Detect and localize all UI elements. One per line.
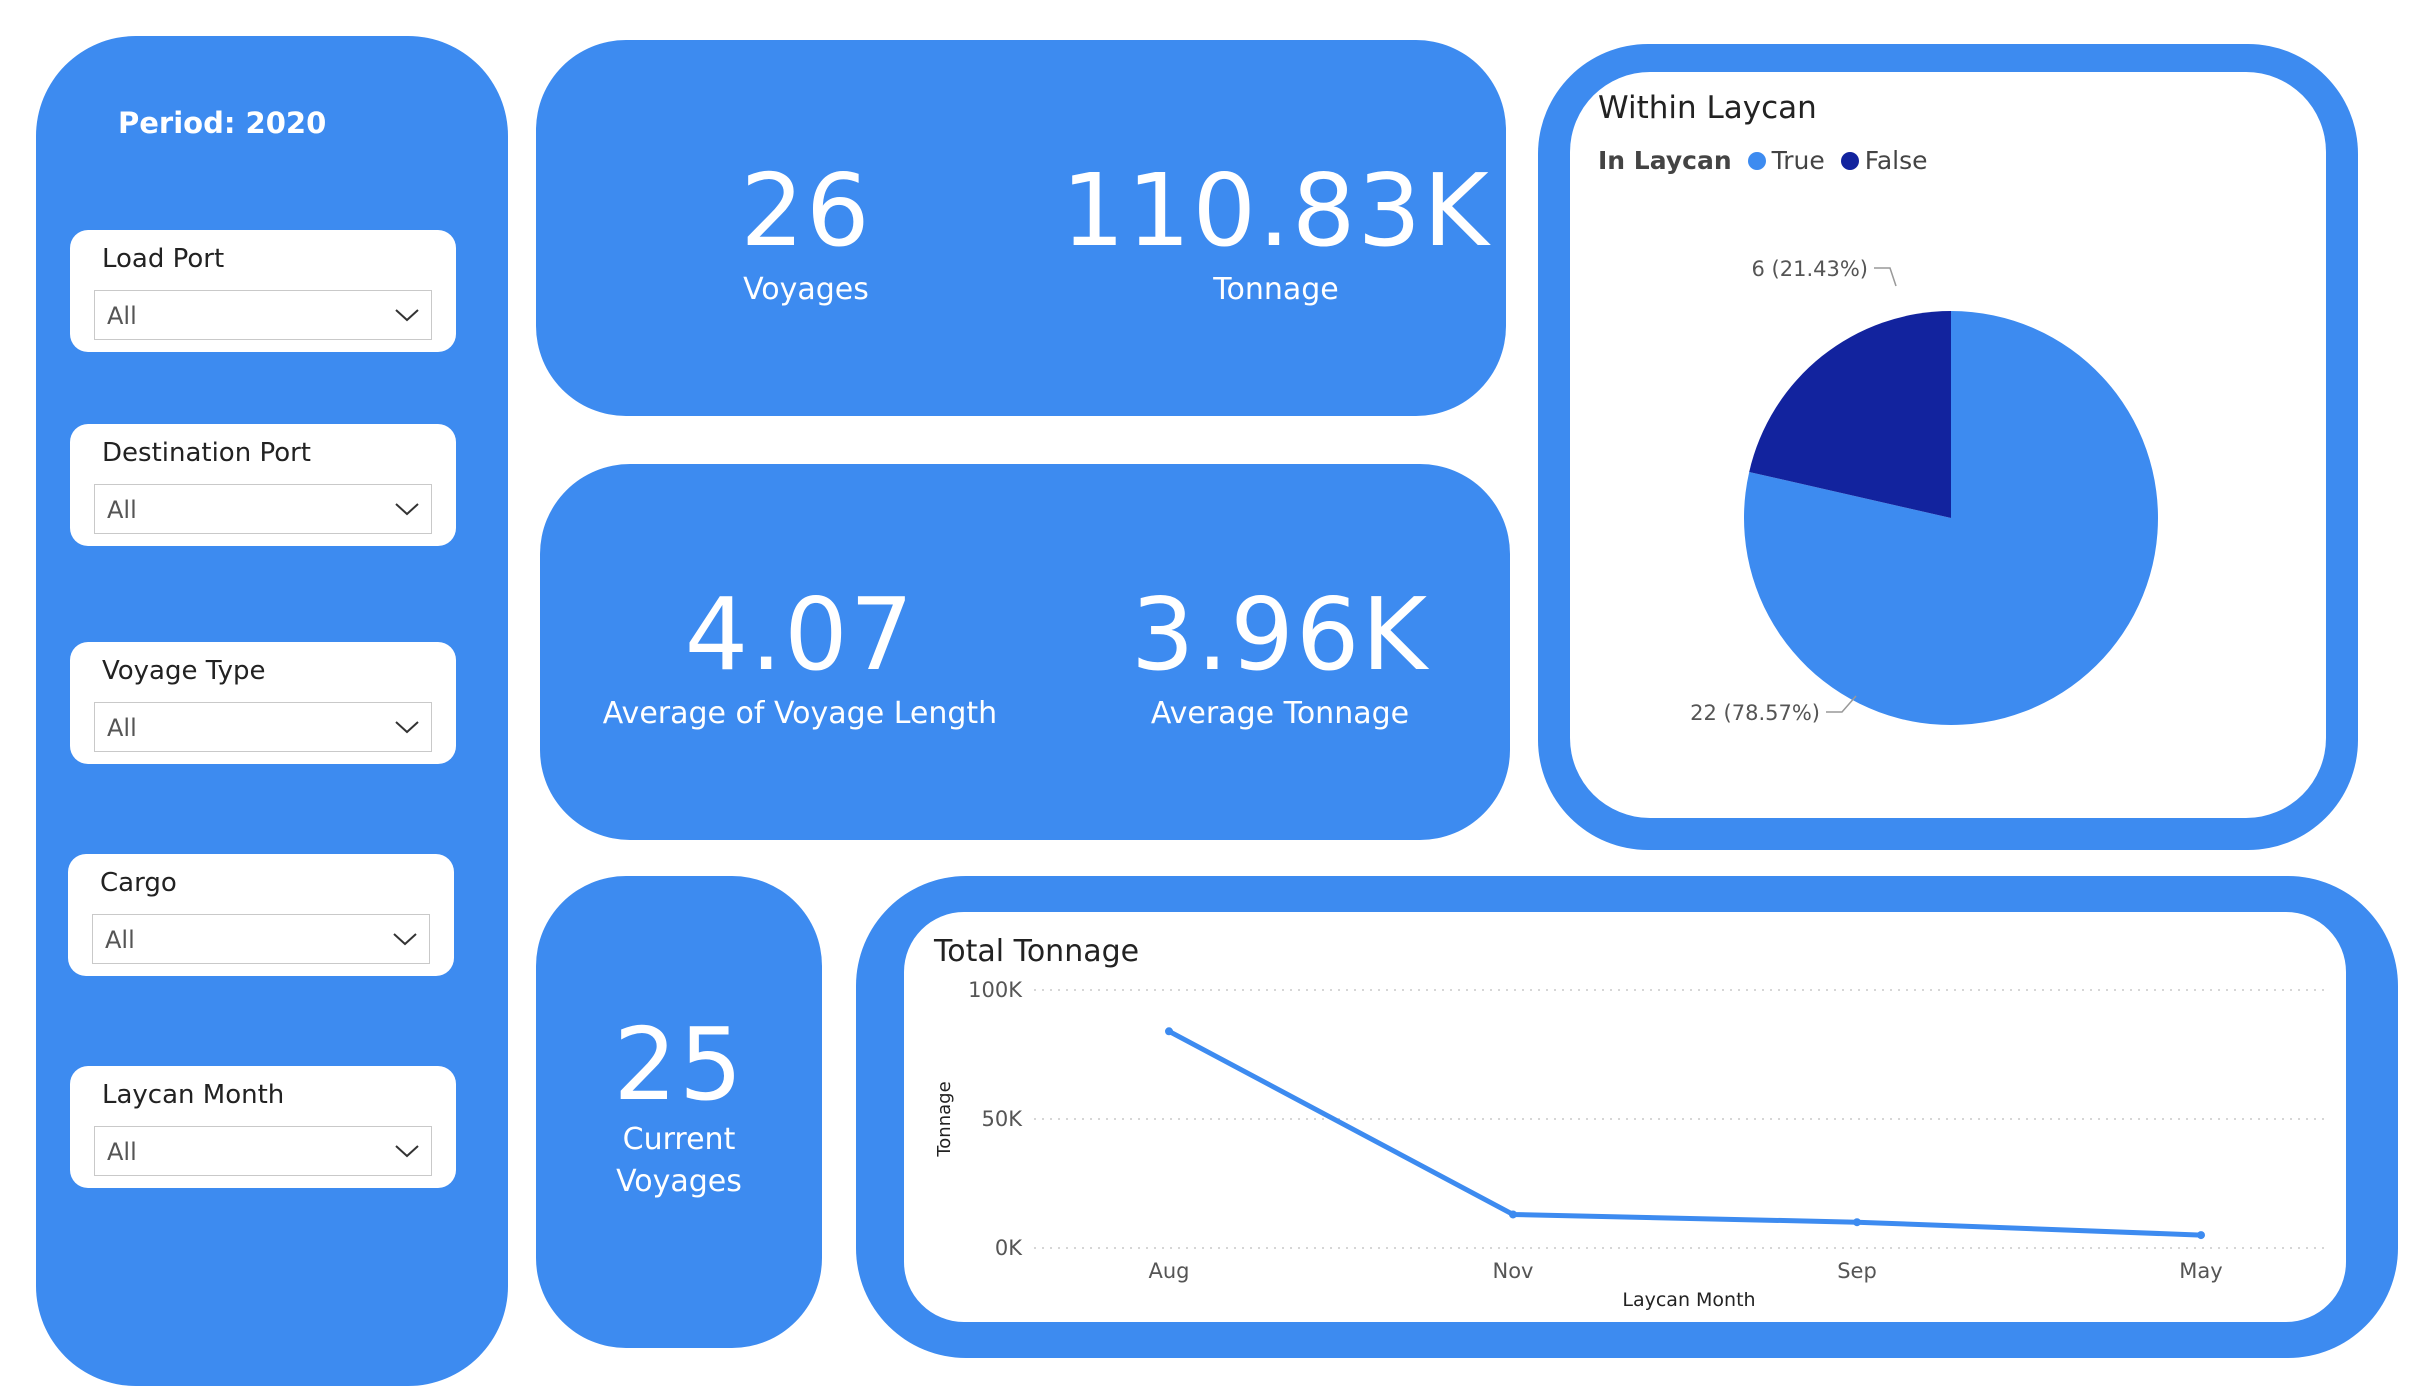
laycan-month-dropdown[interactable]: All [94,1126,432,1176]
slicer-title: Load Port [102,244,225,274]
x-tick-label: Aug [1148,1259,1189,1283]
y-tick-label: 0K [995,1236,1023,1260]
kpi-card-voyages-tonnage: 26 Voyages 110.83K Tonnage [536,40,1506,416]
avg-voyage-length-label: Average of Voyage Length [602,696,998,731]
slicer-voyage-type: Voyage Type All [70,642,456,764]
current-voyages-label-line1: Current [622,1122,736,1157]
pie-data-label-false: 6 (21.43%) [1752,257,1869,281]
legend-swatch-false [1840,151,1859,170]
filter-sidebar: Period: 2020 Load Port All Destination P… [36,36,508,1386]
chevron-down-icon [395,503,419,516]
tonnage-value: 110.83K [1061,152,1491,269]
current-voyages-value: 25 [613,1006,745,1123]
data-point[interactable] [2197,1231,2205,1240]
slicer-load-port: Load Port All [70,230,456,352]
voyages-value: 26 [740,152,872,269]
pie-leader-line-true [1826,695,1857,713]
line-chart-visual[interactable]: Total Tonnage 0K 50K 100K Aug Nov Sep May Layca… [904,912,2346,1322]
dropdown-value: All [107,496,137,524]
within-laycan-card: Within Laycan In Laycan True False 6 (21… [1538,44,2358,850]
legend-title: In Laycan [1598,146,1732,175]
avg-tonnage-value: 3.96K [1130,576,1430,693]
legend-label-false: False [1864,146,1928,175]
dropdown-value: All [105,926,135,954]
data-point[interactable] [1853,1218,1861,1227]
slicer-title: Cargo [100,868,177,898]
x-tick-label: Nov [1493,1259,1534,1283]
slicer-title: Destination Port [102,438,312,468]
destination-port-dropdown[interactable]: All [94,484,432,534]
pie-chart-svg: 6 (21.43%) 22 (78.57%) [1690,257,2158,725]
load-port-dropdown[interactable]: All [94,290,432,340]
kpi-card-averages: 4.07 Average of Voyage Length 3.96K Aver… [540,464,1510,840]
pie-leader-line-false [1874,267,1897,287]
legend-item-false[interactable]: False [1840,146,1928,175]
y-axis-title: Tonnage [934,1081,955,1157]
tonnage-label: Tonnage [1213,272,1339,307]
dropdown-value: All [107,302,137,330]
cargo-dropdown[interactable]: All [92,914,430,964]
chevron-down-icon [395,721,419,734]
voyages-label: Voyages [743,272,869,307]
series-line-tonnage[interactable] [1167,1029,2202,1238]
period-label: Period: 2020 [118,106,327,140]
slicer-destination-port: Destination Port All [70,424,456,546]
x-tick-label: Sep [1837,1259,1877,1283]
x-tick-label: May [2179,1259,2222,1283]
current-voyages-label-line2: Voyages [616,1164,742,1199]
slicer-title: Voyage Type [102,656,266,686]
pie-legend: In Laycan True False [1598,146,1934,175]
avg-tonnage-label: Average Tonnage [1150,696,1410,731]
legend-item-true[interactable]: True [1747,146,1825,175]
avg-voyage-length-value: 4.07 [684,576,916,693]
line-chart-title: Total Tonnage [934,934,1140,969]
x-axis-title: Laycan Month [1622,1289,1755,1311]
pie-slice-false[interactable] [1749,311,1951,518]
slicer-laycan-month: Laycan Month All [70,1066,456,1188]
dropdown-value: All [107,714,137,742]
slicer-title: Laycan Month [102,1080,285,1110]
slicer-cargo: Cargo All [68,854,454,976]
data-point[interactable] [1509,1210,1517,1219]
pie-chart-visual[interactable]: Within Laycan In Laycan True False 6 (21… [1570,72,2326,818]
pie-chart-title: Within Laycan [1598,90,1817,126]
data-point[interactable] [1165,1027,1173,1036]
y-tick-label: 100K [968,978,1023,1002]
legend-label-true: True [1771,146,1825,175]
total-tonnage-card: Total Tonnage 0K 50K 100K Aug Nov Sep May Layca… [856,876,2398,1358]
chevron-down-icon [395,1145,419,1158]
dropdown-value: All [107,1138,137,1166]
pie-data-label-true: 22 (78.57%) [1690,701,1820,725]
chevron-down-icon [393,933,417,946]
y-tick-label: 50K [982,1107,1024,1131]
line-chart-svg: 0K 50K 100K Aug Nov Sep May Laycan Month Tonnage [934,978,2324,1311]
kpi-card-current-voyages: 25 Current Voyages [536,876,822,1348]
legend-swatch-true [1747,151,1766,170]
chevron-down-icon [395,309,419,322]
voyage-type-dropdown[interactable]: All [94,702,432,752]
